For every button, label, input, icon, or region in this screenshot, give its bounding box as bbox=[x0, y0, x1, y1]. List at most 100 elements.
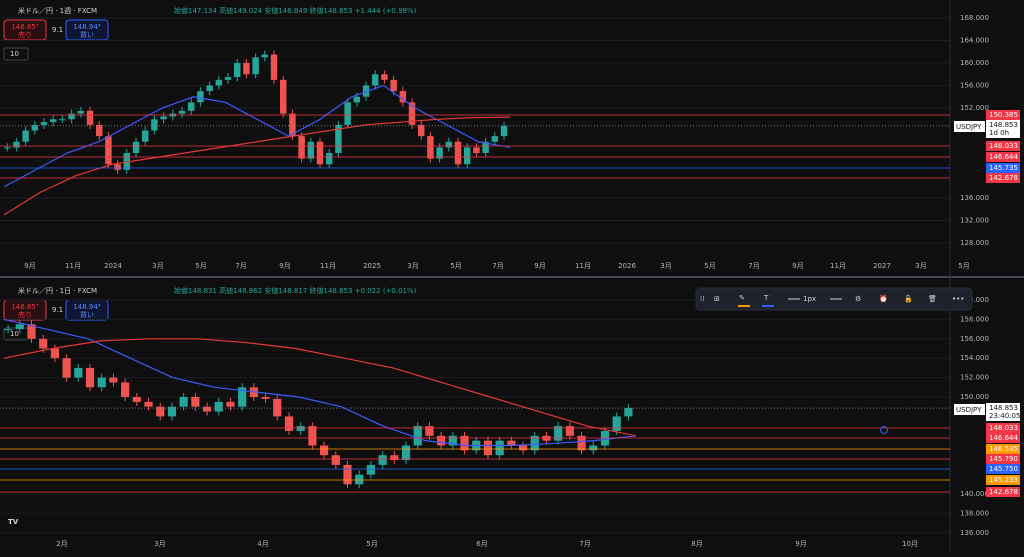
candle bbox=[132, 141, 140, 153]
time-label: 11月 bbox=[830, 262, 846, 270]
candle bbox=[331, 455, 340, 465]
price-tag bbox=[986, 487, 1020, 497]
candle bbox=[390, 455, 399, 461]
candle bbox=[454, 141, 462, 165]
price-tick-label: 164.000 bbox=[960, 37, 989, 45]
delete-icon[interactable]: 🗑 bbox=[928, 294, 937, 303]
time-label: 5月 bbox=[450, 262, 461, 270]
candle bbox=[226, 401, 235, 407]
price-tick-label: 160.000 bbox=[960, 296, 989, 304]
candle bbox=[448, 435, 457, 446]
price-tag bbox=[986, 464, 1020, 474]
candle bbox=[425, 426, 434, 436]
candle bbox=[372, 74, 379, 86]
time-label: 11月 bbox=[575, 262, 591, 270]
symbol: 米ドル／円 · 1日 · FXCM bbox=[18, 286, 97, 295]
time-label: 7月 bbox=[748, 262, 759, 270]
candle bbox=[378, 455, 387, 465]
candle bbox=[427, 136, 434, 159]
candle bbox=[335, 124, 342, 153]
moving-average bbox=[3, 84, 511, 188]
price-tag bbox=[986, 110, 1020, 120]
candle bbox=[234, 63, 241, 78]
pencil-icon[interactable]: ✎ bbox=[739, 294, 745, 302]
buy-label: 買い bbox=[80, 311, 94, 319]
candle bbox=[408, 102, 416, 125]
candle bbox=[355, 474, 364, 485]
price-tag-label: 142.678 bbox=[989, 488, 1018, 496]
candle bbox=[437, 435, 446, 446]
time-label: 2月 bbox=[56, 540, 67, 548]
ticker-tag bbox=[954, 121, 985, 132]
ticker: USDJPY bbox=[956, 406, 982, 414]
drawing-toolbar[interactable]: ⁞⁞ ⊞ ✎ T 1px ⚙ ⏰ 🔓 🗑 ••• bbox=[695, 287, 973, 311]
ohlc: 始値148.831 高値148.862 安値148.817 終値148.853 … bbox=[174, 286, 417, 295]
line-width[interactable]: 1px bbox=[803, 295, 816, 303]
candle bbox=[500, 125, 508, 137]
price-tag bbox=[986, 423, 1020, 433]
time-label: 5月 bbox=[195, 262, 206, 270]
time-label: 3月 bbox=[660, 262, 671, 270]
price-tag bbox=[986, 433, 1020, 443]
candle bbox=[59, 119, 66, 121]
candle bbox=[401, 445, 411, 461]
candle bbox=[214, 401, 223, 412]
alert-icon[interactable]: ⏰ bbox=[879, 294, 888, 303]
price-tag-label: 150.385 bbox=[989, 111, 1018, 119]
price-tick-label: 156.000 bbox=[960, 82, 989, 90]
candle bbox=[40, 122, 48, 125]
candle bbox=[296, 426, 305, 431]
candle bbox=[554, 426, 563, 441]
text-icon[interactable]: T bbox=[763, 294, 769, 302]
more-icon[interactable]: ••• bbox=[952, 295, 964, 303]
candle bbox=[206, 85, 213, 92]
time-label: 8月 bbox=[691, 540, 702, 548]
candle bbox=[418, 124, 425, 137]
candle bbox=[132, 397, 141, 402]
candle bbox=[86, 110, 94, 125]
candle bbox=[97, 377, 106, 388]
candle bbox=[307, 141, 315, 159]
candle bbox=[224, 77, 232, 80]
candle bbox=[381, 74, 388, 80]
price-tag bbox=[986, 163, 1020, 173]
time-label: 4月 bbox=[257, 540, 268, 548]
time-label: 11月 bbox=[320, 262, 336, 270]
price-tick-label: 152.000 bbox=[960, 104, 989, 112]
price-tag bbox=[986, 152, 1020, 162]
ticker-tag bbox=[954, 404, 985, 415]
candle bbox=[68, 113, 75, 120]
time-label: 2024 bbox=[104, 262, 122, 270]
time-label: 10月 bbox=[902, 540, 918, 548]
candle bbox=[270, 54, 278, 80]
price-tick-label: 136.000 bbox=[960, 529, 989, 537]
buy-label: 買い bbox=[80, 31, 94, 39]
candle bbox=[565, 426, 574, 436]
alert-marker[interactable] bbox=[880, 426, 888, 434]
buy-price: 148.94⁴ bbox=[73, 303, 100, 311]
time-label: 3月 bbox=[915, 262, 926, 270]
candle bbox=[495, 440, 504, 456]
candle bbox=[142, 130, 149, 142]
candle bbox=[320, 445, 329, 456]
lock-icon[interactable]: 🔓 bbox=[904, 294, 913, 303]
template-icon[interactable]: ⊞ bbox=[714, 295, 720, 303]
price-tick-label: 158.000 bbox=[960, 315, 989, 323]
candle bbox=[261, 397, 270, 399]
sell-label: 売り bbox=[18, 310, 32, 319]
settings-icon[interactable]: ⚙ bbox=[855, 295, 861, 303]
candle bbox=[156, 406, 165, 417]
time-label: 7月 bbox=[235, 262, 246, 270]
sell-price: 148.85⁷ bbox=[11, 303, 38, 311]
price-tick-label: 150.000 bbox=[960, 393, 989, 401]
candle bbox=[31, 124, 39, 131]
price-tag bbox=[986, 475, 1020, 485]
candle bbox=[4, 329, 13, 331]
candle bbox=[273, 398, 282, 417]
drag-handle[interactable]: ⁞⁞ bbox=[700, 295, 704, 303]
moving-average bbox=[3, 338, 637, 437]
price-tag-label: 145.735 bbox=[989, 164, 1018, 172]
quantity-box[interactable] bbox=[3, 47, 29, 61]
time-label: 7月 bbox=[579, 540, 590, 548]
